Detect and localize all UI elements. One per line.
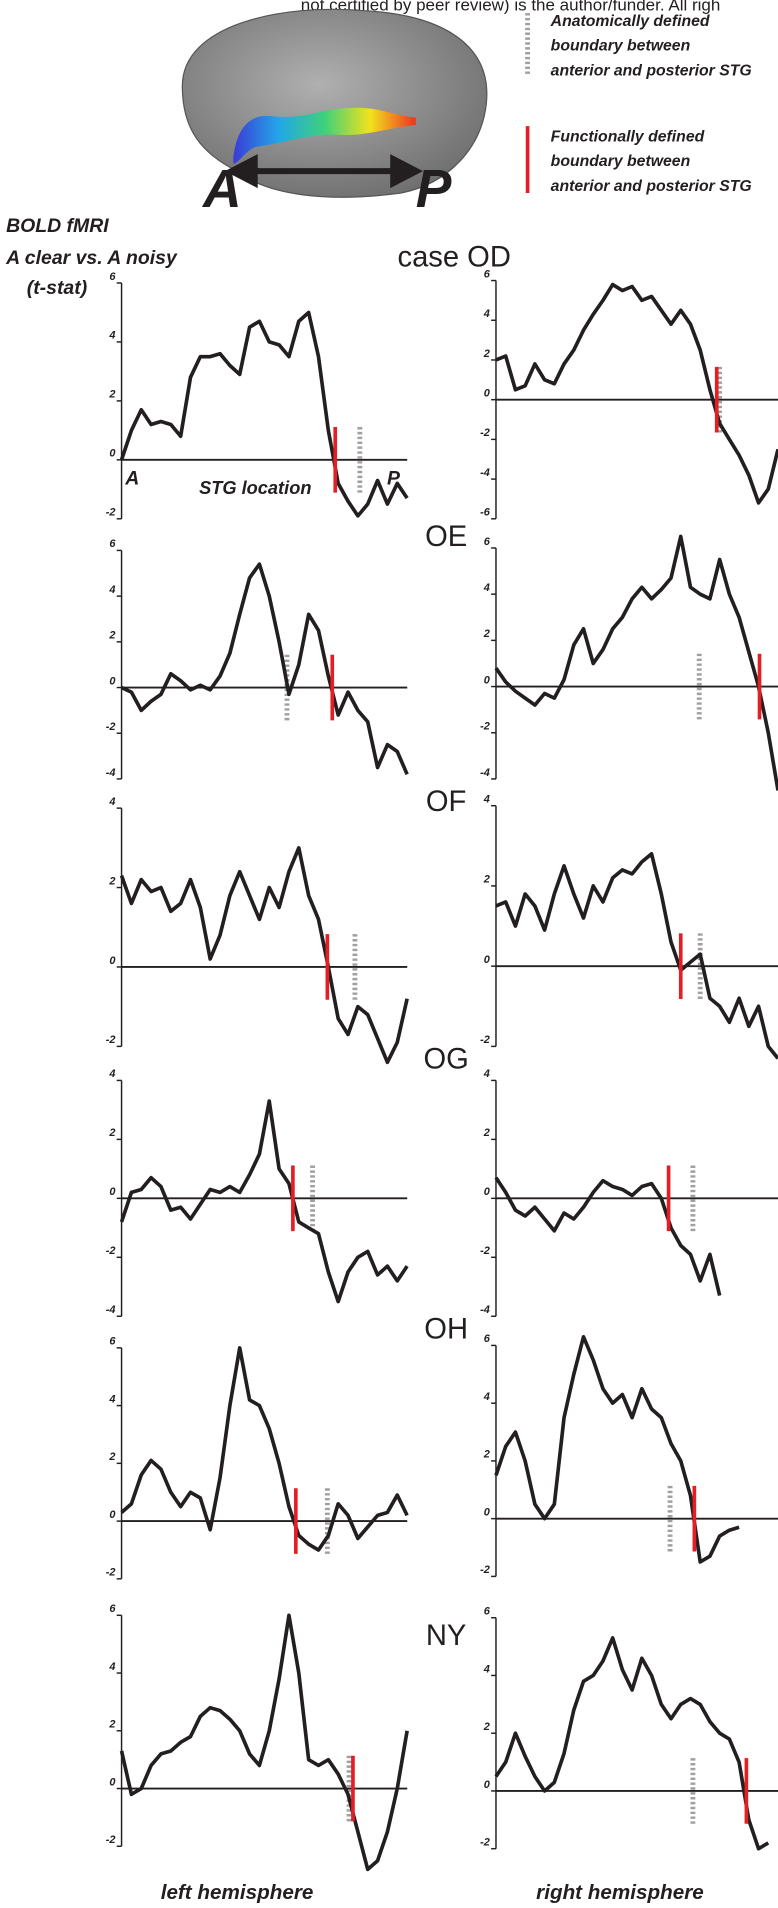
y-tick-label: 6 [109,271,116,283]
y-tick-label: 4 [108,796,115,808]
case-label: OH [424,1314,468,1346]
y-label: (t-stat) [27,277,87,299]
y-tick-label: 0 [109,955,115,967]
annotation: P [387,467,400,489]
y-tick-label: 2 [108,630,115,642]
y-tick-label: 4 [483,1068,490,1080]
series-line [494,1334,740,1564]
annotation: A [124,467,139,489]
y-tick-label: 0 [484,387,490,399]
y-tick-label: 6 [484,268,491,280]
y-tick-label: 0 [484,1506,490,1518]
y-tick-label: 4 [108,330,115,342]
y-tick-label: 0 [109,448,115,460]
y-tick-label: -4 [480,767,490,779]
y-tick-label: -4 [106,1304,116,1316]
y-tick-label: 2 [108,1451,115,1463]
series-line [120,1346,409,1552]
case-label: NY [426,1620,467,1652]
y-tick-label: -2 [480,1564,490,1576]
hemisphere-label: left hemisphere [161,1881,314,1904]
y-tick-label: -2 [480,1245,490,1257]
series-line [119,1613,409,1872]
y-tick-label: 2 [483,1721,490,1733]
y-tick-label: 4 [483,794,490,806]
series-line [120,562,409,776]
annotation: STG location [199,477,311,498]
y-tick-label: -2 [106,507,116,519]
y-tick-label: -4 [480,1304,490,1316]
y-tick-label: 0 [109,1776,115,1788]
y-tick-label: 2 [108,875,115,887]
legend-text: anterior and posterior STG [551,63,752,80]
legend-text: Anatomically defined [550,13,710,30]
y-tick-label: -2 [106,1567,116,1579]
y-tick-label: 4 [483,1663,490,1675]
series-line [495,282,778,505]
y-tick-label: -2 [106,1245,116,1257]
y-tick-label: 2 [108,1719,115,1731]
y-tick-label: -2 [106,1034,116,1046]
legend-text: Functionally defined [551,128,705,145]
case-label: OG [423,1044,468,1076]
y-tick-label: 2 [483,1127,490,1139]
brain-label: A [201,160,242,219]
y-tick-label: 0 [109,1509,115,1521]
case-label: case OD [398,241,511,273]
series-line [119,846,409,1065]
y-tick-label: 4 [108,1068,115,1080]
y-tick-label: 6 [109,538,116,550]
y-tick-label: 2 [483,874,490,886]
y-tick-label: 6 [109,1603,116,1615]
y-tick-label: -2 [480,427,490,439]
series-line [495,852,778,1060]
case-label: OE [425,521,467,553]
y-tick-label: 0 [484,1186,490,1198]
y-label: A clear vs. A noisy [5,247,178,269]
legend-text: boundary between [551,38,691,55]
y-tick-label: 6 [484,1606,491,1618]
series-line [119,310,409,518]
y-tick-label: 4 [483,1391,490,1403]
y-tick-label: 4 [483,582,490,594]
y-tick-label: -2 [106,1834,116,1846]
y-tick-label: 0 [484,1779,490,1791]
series-line [119,1099,409,1304]
top-note: not certified by peer review) is the aut… [301,0,721,14]
y-tick-label: 0 [484,954,490,966]
case-label: OF [426,786,467,818]
y-tick-label: 2 [483,1449,490,1461]
y-tick-label: 4 [483,308,490,320]
legend-text: boundary between [551,153,691,170]
y-tick-label: 0 [109,675,115,687]
series-line [494,1636,770,1851]
y-tick-label: 4 [108,584,115,596]
series-line [494,534,778,791]
y-tick-label: -2 [480,1837,490,1849]
stg-strip [233,107,416,164]
y-tick-label: 0 [109,1186,115,1198]
y-tick-label: -4 [480,467,490,479]
legend-text: anterior and posterior STG [551,178,752,195]
y-tick-label: -4 [106,767,116,779]
brain-label: P [416,160,452,219]
y-tick-label: -2 [106,721,116,733]
y-tick-label: -2 [480,721,490,733]
y-tick-label: 2 [108,389,115,401]
y-tick-label: 6 [484,536,491,548]
y-tick-label: -2 [480,1034,490,1046]
series-line [494,1176,722,1297]
y-tick-label: -6 [480,507,491,519]
y-tick-label: 2 [108,1127,115,1139]
y-tick-label: 4 [108,1393,115,1405]
y-tick-label: 2 [483,628,490,640]
y-tick-label: 0 [484,674,490,686]
y-label: BOLD fMRI [6,215,109,237]
y-tick-label: 4 [108,1661,115,1673]
y-tick-label: 2 [483,348,490,360]
hemisphere-label: right hemisphere [536,1881,704,1904]
y-tick-label: 6 [109,1336,116,1348]
y-tick-label: 6 [484,1333,491,1345]
